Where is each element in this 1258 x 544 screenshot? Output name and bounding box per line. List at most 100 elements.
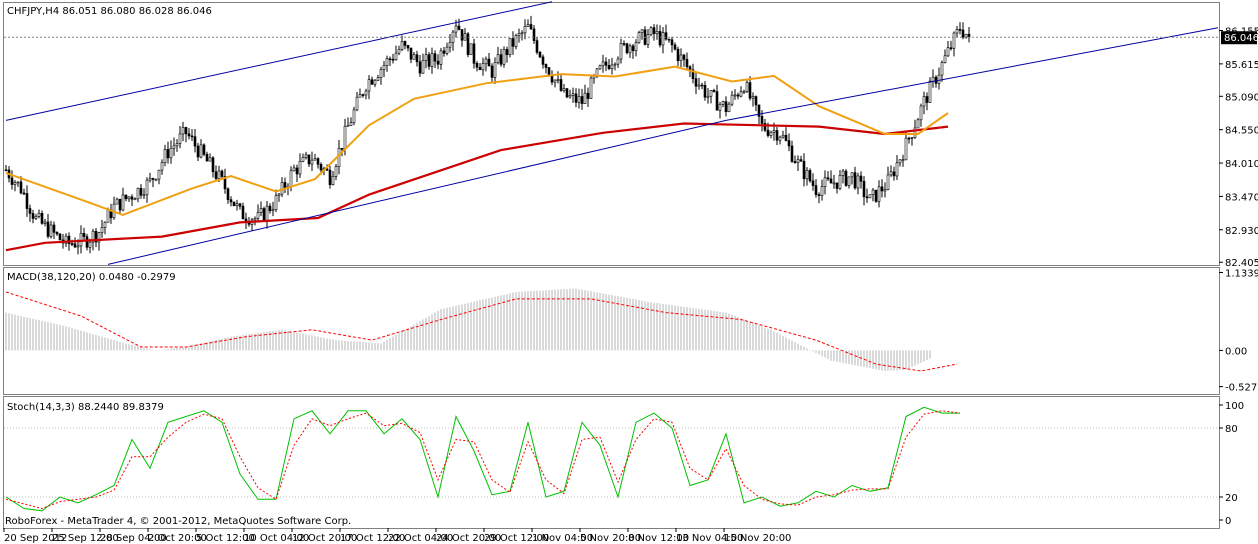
- candle-body: [202, 144, 206, 155]
- candle-body: [97, 232, 101, 243]
- candle-body: [949, 47, 953, 50]
- candle-body: [442, 50, 446, 54]
- candle-body: [511, 38, 515, 47]
- candle-body: [334, 166, 338, 177]
- candle-body: [208, 157, 212, 162]
- candle-body: [346, 125, 350, 127]
- channel-line: [5, 1, 553, 121]
- candle-body: [262, 208, 266, 221]
- candle-body: [940, 62, 944, 76]
- candle-body: [289, 170, 293, 187]
- candle-body: [790, 145, 794, 162]
- candle-body: [40, 213, 44, 224]
- candle-body: [10, 177, 14, 185]
- candle-body: [889, 171, 893, 176]
- candle-body: [43, 221, 47, 224]
- candle-body: [712, 89, 716, 92]
- candle-body: [553, 79, 557, 83]
- candle-body: [235, 203, 239, 207]
- candle-body: [223, 176, 227, 190]
- candle-body: [964, 33, 968, 38]
- candle-body: [319, 164, 323, 171]
- candle-body: [811, 180, 815, 186]
- candle-body: [715, 91, 719, 111]
- time-axis-label: 20 Sep 2012: [4, 533, 67, 544]
- candle-body: [523, 26, 527, 34]
- candle-body: [427, 54, 431, 67]
- candle-body: [706, 95, 710, 98]
- candle-body: [586, 92, 590, 99]
- candle-body: [631, 45, 635, 52]
- candle-body: [880, 186, 884, 192]
- candle-body: [163, 149, 167, 163]
- candle-body: [724, 101, 728, 112]
- candle-body: [616, 58, 620, 65]
- candle-body: [292, 167, 296, 172]
- candle-body: [739, 91, 743, 97]
- candle-body: [127, 196, 131, 200]
- candle-body: [775, 130, 779, 141]
- candle-body: [694, 78, 698, 87]
- candle-body: [640, 29, 644, 33]
- candle-body: [424, 54, 428, 61]
- candle-body: [580, 96, 584, 104]
- candle-body: [571, 93, 575, 96]
- candle-body: [31, 213, 35, 219]
- price-y-tick-label: 82.930: [1225, 226, 1258, 237]
- candle-body: [667, 38, 671, 41]
- ma-fast-line: [5, 65, 949, 216]
- candle-body: [535, 40, 539, 53]
- candle-body: [268, 205, 272, 212]
- candle-body: [610, 64, 614, 70]
- candle-body: [922, 96, 926, 107]
- candle-body: [742, 91, 746, 93]
- candle-body: [190, 135, 194, 138]
- candle-body: [799, 159, 803, 162]
- price-y-tick-label: 82.405: [1225, 258, 1258, 269]
- candle-body: [295, 167, 299, 175]
- candle-body: [457, 25, 461, 30]
- candle-body: [661, 32, 665, 46]
- candle-body: [577, 96, 581, 103]
- candle-body: [283, 182, 287, 189]
- candle-body: [691, 69, 695, 79]
- time-axis-label: 24 Oct 20:00: [436, 533, 501, 544]
- candle-body: [952, 32, 956, 49]
- candle-body: [526, 24, 530, 27]
- candle-body: [826, 177, 830, 180]
- candle-body: [481, 63, 485, 71]
- candle-body: [280, 182, 284, 195]
- candle-body: [676, 48, 680, 62]
- candle-body: [166, 149, 170, 159]
- candle-body: [415, 54, 419, 63]
- time-axis-label: 25 Sep 12:00: [52, 533, 119, 544]
- candle-body: [898, 159, 902, 164]
- candle-body: [271, 209, 275, 212]
- candle-body: [748, 82, 752, 99]
- candle-body: [850, 172, 854, 178]
- stoch-plot: [4, 406, 1219, 512]
- candle-body: [232, 201, 236, 207]
- candle-body: [937, 74, 941, 84]
- candle-body: [397, 49, 401, 54]
- candle-body: [901, 159, 905, 162]
- candle-body: [853, 172, 857, 189]
- candle-body: [454, 25, 458, 33]
- candle-body: [778, 136, 782, 141]
- candle-body: [658, 31, 662, 46]
- candle-body: [559, 79, 563, 91]
- candle-body: [649, 27, 653, 35]
- candle-body: [139, 187, 143, 196]
- candle-body: [805, 170, 809, 180]
- candle-body: [52, 224, 56, 233]
- candle-body: [172, 145, 176, 149]
- stoch-main-line: [5, 406, 960, 512]
- candle-body: [310, 159, 314, 165]
- candle-body: [529, 24, 533, 30]
- candle-body: [76, 245, 80, 248]
- candle-body: [220, 170, 224, 177]
- price-y-tick-label: 83.470: [1225, 192, 1258, 203]
- candle-body: [469, 43, 473, 55]
